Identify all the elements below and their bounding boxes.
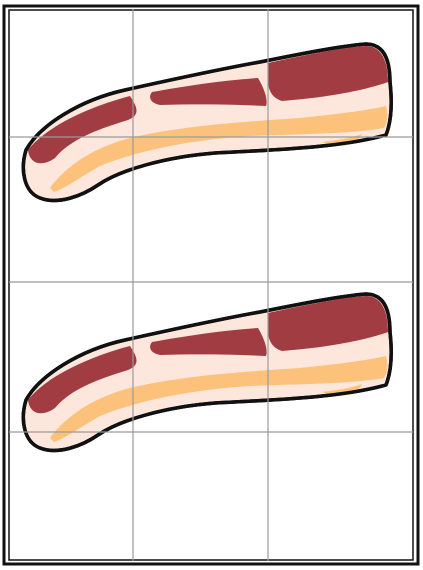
board-frame-inner bbox=[8, 9, 414, 561]
grid-cell-r1-c2[interactable] bbox=[133, 9, 268, 137]
grid-cell-r1-c3[interactable] bbox=[268, 9, 413, 137]
grid-cell-r3-c2[interactable] bbox=[133, 282, 268, 432]
grid-cell-r1-c1[interactable] bbox=[9, 9, 133, 137]
grid-cell-r4-c2[interactable] bbox=[133, 432, 268, 561]
grid-cell-r4-c3[interactable] bbox=[268, 432, 413, 561]
grid-cell-r2-c3[interactable] bbox=[268, 137, 413, 282]
grid-cell-r3-c3[interactable] bbox=[268, 282, 413, 432]
grid-cell-r2-c2[interactable] bbox=[133, 137, 268, 282]
grid-cell-r2-c1[interactable] bbox=[9, 137, 133, 282]
grid-cell-r4-c1[interactable] bbox=[9, 432, 133, 561]
grid-cells bbox=[9, 9, 413, 561]
grid-lines bbox=[9, 9, 413, 561]
grid-cell-r3-c1[interactable] bbox=[9, 282, 133, 432]
